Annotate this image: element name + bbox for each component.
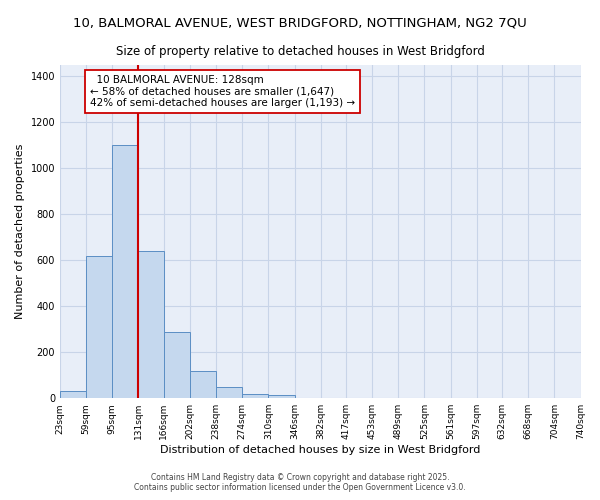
- Bar: [268, 395, 295, 398]
- Bar: [86, 256, 112, 398]
- Text: 10 BALMORAL AVENUE: 128sqm  
← 58% of detached houses are smaller (1,647)
42% of: 10 BALMORAL AVENUE: 128sqm ← 58% of deta…: [90, 75, 355, 108]
- Bar: [139, 251, 164, 398]
- Bar: [112, 146, 139, 398]
- Bar: [60, 392, 86, 398]
- Bar: [164, 332, 190, 398]
- Bar: [216, 386, 242, 398]
- Y-axis label: Number of detached properties: Number of detached properties: [15, 144, 25, 320]
- Text: Size of property relative to detached houses in West Bridgford: Size of property relative to detached ho…: [116, 46, 484, 59]
- Text: Contains HM Land Registry data © Crown copyright and database right 2025.
Contai: Contains HM Land Registry data © Crown c…: [134, 473, 466, 492]
- Bar: [242, 394, 268, 398]
- X-axis label: Distribution of detached houses by size in West Bridgford: Distribution of detached houses by size …: [160, 445, 481, 455]
- Text: 10, BALMORAL AVENUE, WEST BRIDGFORD, NOTTINGHAM, NG2 7QU: 10, BALMORAL AVENUE, WEST BRIDGFORD, NOT…: [73, 16, 527, 29]
- Bar: [190, 370, 216, 398]
